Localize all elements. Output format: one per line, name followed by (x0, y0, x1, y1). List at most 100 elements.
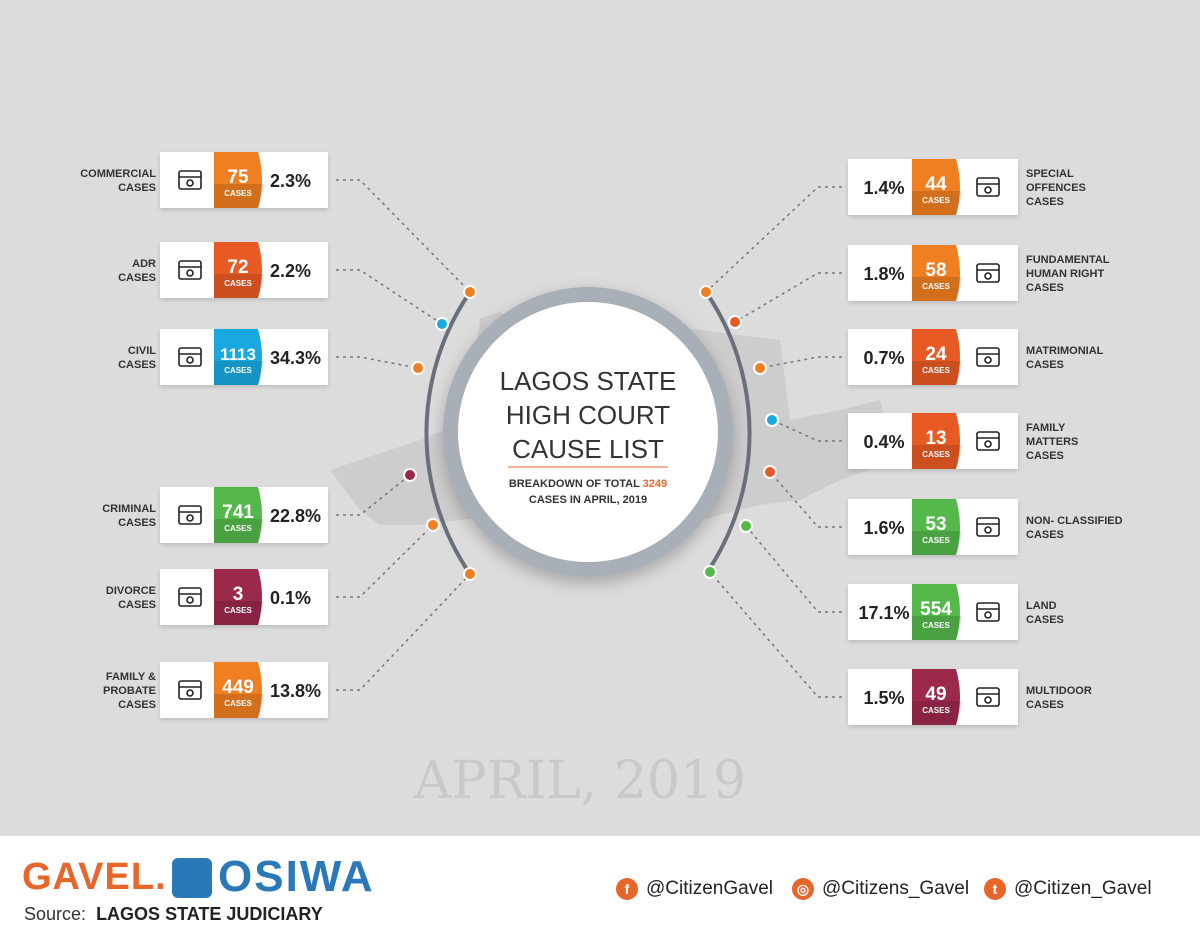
twitter-link[interactable]: t @Citizen_Gavel (984, 878, 1152, 900)
row-land-cases-dot (739, 519, 753, 533)
row-criminal-cases-badge-shade (214, 519, 264, 543)
row-family-matters-cases-badge-cases-label: CASES (922, 450, 950, 459)
couple-icon-frame (976, 347, 1000, 367)
broken-heart-icon (178, 587, 202, 607)
row-matrimonial-cases-badge-shade (912, 361, 962, 385)
twitter-icon: t (984, 878, 1006, 900)
row-civil-cases-percent: 34.3% (270, 348, 321, 368)
row-family-probate-cases-label: PROBATE (103, 685, 156, 697)
row-family-matters-cases-label: FAMILY (1026, 422, 1066, 434)
source-value: LAGOS STATE JUDICIARY (96, 904, 323, 924)
facebook-link[interactable]: f @CitizenGavel (616, 878, 773, 900)
door-icon-frame (976, 687, 1000, 707)
subtitle-line-1: BREAKDOWN OF TOTAL 3249 (509, 478, 667, 490)
row-non-classified-cases-badge-cases-label: CASES (922, 536, 950, 545)
row-matrimonial-cases-badge-shape (912, 329, 960, 385)
row-criminal-cases-badge-cases-label: CASES (224, 524, 252, 533)
row-criminal-cases-dot (403, 468, 417, 482)
running-thief-icon-dot (186, 514, 194, 522)
row-matrimonial-cases-badge-value: 24 (925, 344, 947, 365)
row-matrimonial-cases-label: CASES (1026, 359, 1064, 371)
row-special-offences-cases-label: SPECIAL (1026, 168, 1074, 180)
row-special-offences-cases-dot (699, 285, 713, 299)
row-civil-cases-label: CIVIL (128, 345, 156, 357)
open-box-icon (976, 517, 1000, 537)
row-commercial-cases-connector (336, 179, 471, 293)
row-multidoor-cases-connector (709, 571, 842, 698)
door-icon-dot (984, 696, 992, 704)
row-special-offences-cases-percent: 1.4% (863, 178, 904, 198)
row-family-probate-cases-badge-cases-label: CASES (224, 699, 252, 708)
row-fundamental-human-right-cases-label: FUNDAMENTAL (1026, 254, 1110, 266)
osiwa-text: OSIWA (218, 852, 375, 901)
row-family-probate-cases-badge-shade (214, 694, 264, 718)
open-box-icon-frame (976, 517, 1000, 537)
row-special-offences-cases-connector (705, 186, 842, 293)
row-family-matters-cases-badge-shade (912, 445, 962, 469)
row-criminal-cases-percent: 22.8% (270, 506, 321, 526)
source-label: Source: (24, 904, 87, 924)
row-special-offences-cases-badge-value: 44 (925, 174, 947, 195)
row-family-probate-cases-badge-shape (214, 662, 262, 718)
row-family-probate-cases-percent: 13.8% (270, 681, 321, 701)
gavel-logo[interactable]: GAVEL. (22, 856, 167, 898)
row-adr-cases-badge-shade (214, 274, 264, 298)
mediation-icon (178, 260, 202, 280)
signpost-dollar-icon-dot (186, 179, 194, 187)
title-line-3: CAUSE LIST (512, 434, 664, 464)
row-matrimonial-cases-dot (753, 361, 767, 375)
row-criminal-cases-badge-shape (214, 487, 262, 543)
row-criminal-cases-label: CRIMINAL (102, 503, 156, 515)
row-adr-cases-badge-value: 72 (227, 257, 248, 278)
row-multidoor-cases-badge-shade (912, 701, 962, 725)
row-civil-cases-badge: 1113 CASES (214, 329, 264, 385)
instagram-link[interactable]: ◎ @Citizens_Gavel (792, 878, 969, 900)
couple-icon-dot (984, 356, 992, 364)
signpost-dollar-icon (178, 170, 202, 190)
row-non-classified-cases-label: NON- CLASSIFIED (1026, 515, 1123, 527)
row-civil-cases-connector (336, 356, 419, 369)
row-civil-cases[interactable]: CIVIL CASES 1113 CASES 34.3% (118, 329, 425, 385)
right-arc (704, 290, 752, 576)
row-family-matters-cases-label: MATTERS (1026, 436, 1078, 448)
row-non-classified-cases-connector (769, 471, 842, 528)
row-multidoor-cases-label: CASES (1026, 699, 1064, 711)
row-land-cases-label: CASES (1026, 614, 1064, 626)
row-divorce-cases-percent: 0.1% (270, 588, 311, 608)
row-family-matters-cases-connector (771, 419, 842, 442)
row-criminal-cases-badge-value: 741 (222, 502, 254, 523)
family-house-icon-frame (976, 431, 1000, 451)
couple-icon (976, 347, 1000, 367)
row-land-cases-label: LAND (1026, 600, 1057, 612)
row-commercial-cases-label: COMMERCIAL (80, 168, 156, 180)
osiwa-logo[interactable]: OSIWA (170, 852, 375, 902)
left-arc (424, 290, 472, 576)
center-disc (458, 302, 718, 562)
row-divorce-cases-badge-shape (214, 569, 262, 625)
twitter-handle: @Citizen_Gavel (1014, 878, 1152, 899)
row-matrimonial-cases-percent: 0.7% (863, 348, 904, 368)
row-non-classified-cases-badge-value: 53 (925, 514, 946, 535)
row-divorce-cases-badge-cases-label: CASES (224, 606, 252, 615)
cause-list-chart: LAGOS STATE HIGH COURT CAUSE LIST BREAKD… (80, 152, 1123, 811)
row-non-classified-cases-badge-shade (912, 531, 962, 555)
row-divorce-cases-dot (426, 518, 440, 532)
